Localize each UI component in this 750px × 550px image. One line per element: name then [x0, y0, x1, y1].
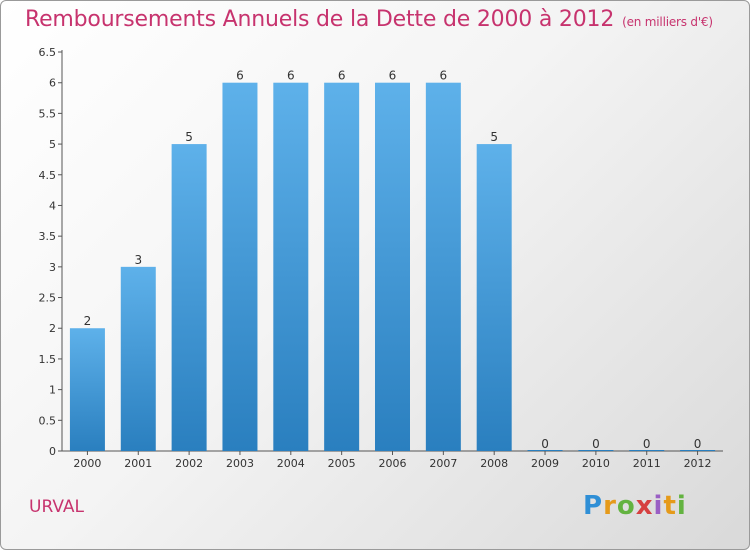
bar-value-label: 0 — [643, 437, 651, 451]
bar-value-label: 0 — [592, 437, 600, 451]
logo-letter: o — [616, 491, 636, 521]
bar — [629, 450, 665, 451]
bar-value-label: 0 — [541, 437, 549, 451]
x-tick-label: 2012 — [684, 457, 712, 470]
logo-letter: t — [663, 491, 677, 521]
y-tick-label: 1 — [49, 384, 56, 397]
bar — [578, 450, 614, 451]
bar — [273, 82, 309, 451]
x-tick-label: 2011 — [633, 457, 661, 470]
x-tick-label: 2003 — [226, 457, 254, 470]
y-tick-label: 3.5 — [39, 230, 57, 243]
bar-value-label: 5 — [490, 130, 498, 144]
y-tick-label: 4 — [49, 199, 56, 212]
y-tick-label: 1.5 — [39, 353, 57, 366]
x-tick-label: 2009 — [531, 457, 559, 470]
x-tick-label: 2010 — [582, 457, 610, 470]
bar-value-label: 6 — [389, 69, 397, 83]
y-tick-label: 3 — [49, 261, 56, 274]
bar — [324, 82, 360, 451]
proxiti-logo: Proxiti — [583, 491, 687, 521]
x-tick-label: 2006 — [379, 457, 407, 470]
bar — [476, 144, 512, 452]
bar — [222, 82, 258, 451]
x-tick-label: 2007 — [429, 457, 457, 470]
bar-value-label: 3 — [134, 253, 142, 267]
y-tick-label: 2 — [49, 322, 56, 335]
logo-letter: P — [583, 491, 604, 521]
bar-value-label: 6 — [440, 69, 448, 83]
y-tick-label: 6.5 — [39, 46, 57, 59]
bar-value-label: 0 — [694, 437, 702, 451]
chart-unit: (en milliers d'€) — [622, 15, 713, 29]
x-tick-label: 2002 — [175, 457, 203, 470]
chart-bars: 2 3 5 6 6 6 6 6 5 0 0 0 0 — [69, 69, 716, 452]
y-tick-label: 5 — [49, 138, 56, 151]
bar — [680, 450, 716, 451]
y-tick-label: 0.5 — [39, 414, 57, 427]
bar-value-label: 5 — [185, 130, 193, 144]
x-tick-label: 2004 — [277, 457, 305, 470]
y-tick-label: 6 — [49, 77, 56, 90]
y-tick-label: 2.5 — [39, 292, 57, 305]
x-tick-label: 2001 — [124, 457, 152, 470]
commune-name: URVAL — [29, 497, 84, 517]
chart-title-text: Remboursements Annuels de la Dette de 20… — [25, 7, 615, 32]
logo-letter: i — [653, 491, 664, 521]
logo-letter: x — [635, 491, 654, 521]
bar — [69, 328, 105, 451]
x-tick-label: 2000 — [73, 457, 101, 470]
bar-value-label: 2 — [84, 314, 92, 328]
logo-letter: i — [676, 491, 687, 521]
y-tick-label: 4.5 — [39, 169, 57, 182]
bar — [527, 450, 563, 451]
bar-value-label: 6 — [287, 69, 295, 83]
bar-value-label: 6 — [338, 69, 346, 83]
bar — [120, 266, 156, 451]
y-tick-label: 5.5 — [39, 107, 57, 120]
bar-value-label: 6 — [236, 69, 244, 83]
logo-letter: r — [603, 491, 617, 521]
y-tick-label: 0 — [49, 445, 56, 458]
x-tick-label: 2005 — [328, 457, 356, 470]
bar — [375, 82, 410, 451]
x-tick-label: 2008 — [480, 457, 508, 470]
bar — [425, 82, 461, 451]
bar — [171, 144, 207, 452]
chart-title: Remboursements Annuels de la Dette de 20… — [25, 7, 713, 32]
